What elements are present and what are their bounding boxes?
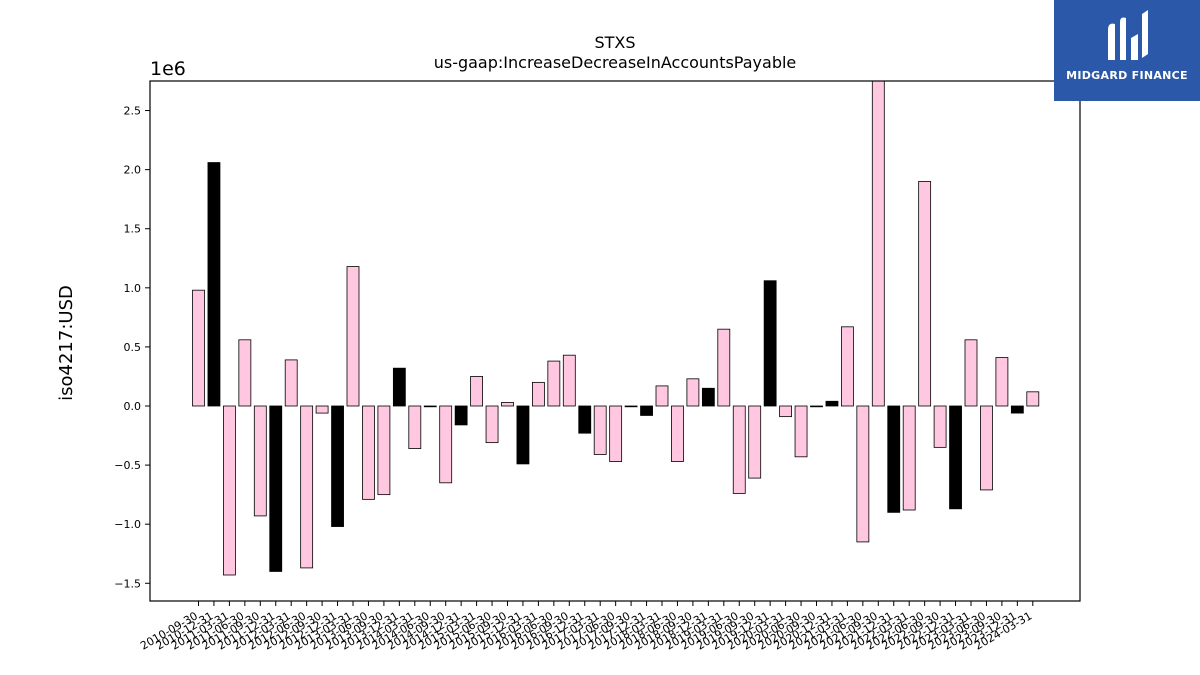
bar-2011-12-31 [269, 405, 283, 572]
bar-2022-12-31 [949, 405, 962, 510]
bar-2013-09-30 [377, 405, 391, 496]
logo-text: MIDGARD FINANCE [1066, 69, 1188, 82]
bar-2019-09-30 [748, 405, 762, 479]
y-tick-label: 2.0 [124, 164, 142, 177]
bar-2018-06-30 [671, 405, 684, 462]
bar-2014-06-30 [423, 405, 437, 408]
midgard-logo-icon [1108, 10, 1148, 61]
bar-2021-06-30 [856, 405, 870, 543]
bar-2013-03-31 [346, 266, 360, 407]
bar-2023-03-31 [964, 339, 978, 407]
bar-2019-06-30 [732, 405, 746, 494]
bar-2016-06-30 [547, 360, 561, 407]
bars [192, 80, 1040, 576]
bar-2016-09-30 [562, 354, 576, 407]
bar-2020-06-30 [794, 405, 808, 458]
y-tick-label: 0.0 [124, 400, 142, 413]
bar-2017-12-31 [640, 405, 653, 416]
bar-2019-12-31 [763, 280, 777, 407]
bar-2022-09-30 [933, 405, 947, 448]
bar-2021-12-31 [887, 405, 901, 513]
bar-2017-09-30 [624, 405, 638, 408]
bar-2012-03-31 [284, 359, 298, 407]
bar-2015-12-31 [516, 405, 530, 465]
bar-2016-03-31 [532, 381, 545, 407]
y-tick-label: −1.5 [114, 577, 141, 590]
bar-2011-03-31 [222, 405, 236, 576]
bar-2013-06-30 [362, 405, 375, 500]
bar-2021-03-31 [841, 326, 854, 407]
bar-2016-12-31 [578, 405, 592, 434]
bar-2015-03-31 [470, 376, 484, 407]
bar-2024-03-31 [1026, 391, 1040, 407]
bar-2015-09-30 [501, 402, 514, 407]
y-scale-label: 1e6 [150, 58, 186, 80]
bar-2014-03-31 [408, 405, 422, 449]
bar-2014-12-31 [454, 405, 468, 426]
chart-subtitle: us-gaap:IncreaseDecreaseInAccountsPayabl… [434, 53, 797, 72]
plot-frame [149, 80, 1081, 602]
bar-2018-09-30 [686, 378, 700, 407]
bar-2022-03-31 [902, 405, 916, 511]
x-axis-ticks: 2010-09-302010-12-312011-03-312011-06-30… [138, 601, 1034, 653]
bar-2018-12-31 [701, 387, 715, 407]
bar-2019-03-31 [717, 328, 731, 407]
bar-2010-12-31 [207, 162, 221, 407]
bar-2021-09-30 [871, 80, 885, 407]
bar-2023-06-30 [980, 405, 993, 491]
bar-2017-06-30 [609, 405, 623, 462]
bar-2011-09-30 [253, 405, 267, 517]
bar-2018-03-31 [655, 385, 669, 407]
bar-2020-03-31 [779, 405, 792, 418]
y-tick-label: 1.0 [124, 282, 142, 295]
bar-2011-06-30 [238, 339, 252, 407]
y-axis-ticks: −1.5 −1.0 −0.5 0.0 0.5 1.0 1.5 2.0 2.5 [114, 105, 150, 590]
bar-2023-09-30 [995, 357, 1009, 407]
bar-2012-09-30 [315, 405, 329, 414]
y-tick-label: 1.5 [124, 223, 142, 236]
bar-2020-12-31 [825, 400, 839, 407]
bar-2020-09-30 [810, 405, 823, 408]
chart-title: STXS [594, 33, 635, 52]
bar-2012-06-30 [300, 405, 314, 569]
bar-2017-03-31 [593, 405, 607, 455]
bar-2022-06-30 [918, 181, 932, 407]
y-axis-label: iso4217:USD [56, 285, 77, 401]
bar-2013-12-31 [392, 367, 406, 407]
bar-2010-09-30 [192, 289, 205, 407]
y-tick-label: −0.5 [114, 459, 141, 472]
y-tick-label: 2.5 [124, 105, 142, 118]
y-tick-label: −1.0 [114, 518, 141, 531]
bar-2014-09-30 [439, 405, 453, 484]
y-tick-label: 0.5 [124, 341, 142, 354]
bar-2023-12-31 [1010, 405, 1024, 414]
bar-2015-06-30 [485, 405, 499, 444]
midgard-finance-logo: MIDGARD FINANCE [1054, 0, 1200, 101]
bar-2012-12-31 [331, 405, 344, 527]
